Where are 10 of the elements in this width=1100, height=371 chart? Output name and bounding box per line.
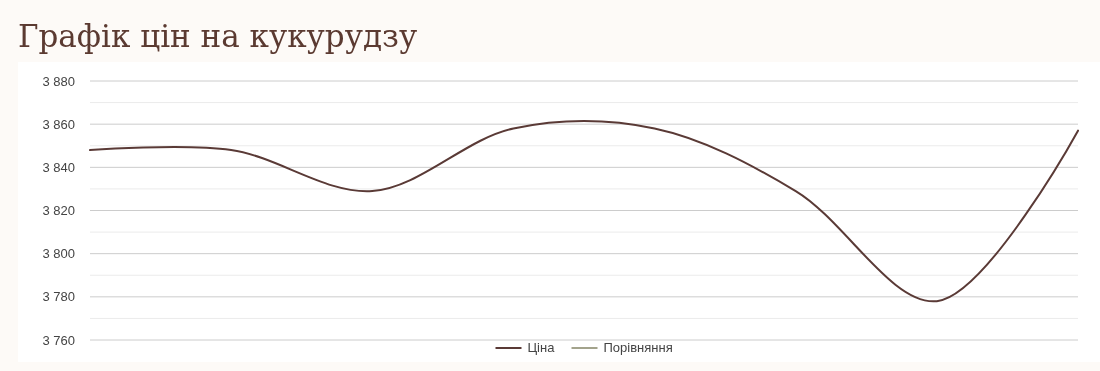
y-tick-label: 3 840	[42, 159, 75, 175]
legend-label: Ціна	[527, 340, 556, 355]
y-tick-label: 3 800	[42, 246, 75, 262]
chart-title: Графік цін на кукурудзу	[18, 18, 418, 54]
y-tick-label: 3 880	[42, 73, 75, 89]
legend-label: Порівняння	[603, 340, 673, 355]
y-tick-label: 3 760	[42, 332, 75, 348]
y-tick-label: 3 820	[42, 203, 75, 218]
y-tick-label: 3 780	[42, 289, 75, 305]
y-tick-label: 3 860	[42, 116, 75, 132]
